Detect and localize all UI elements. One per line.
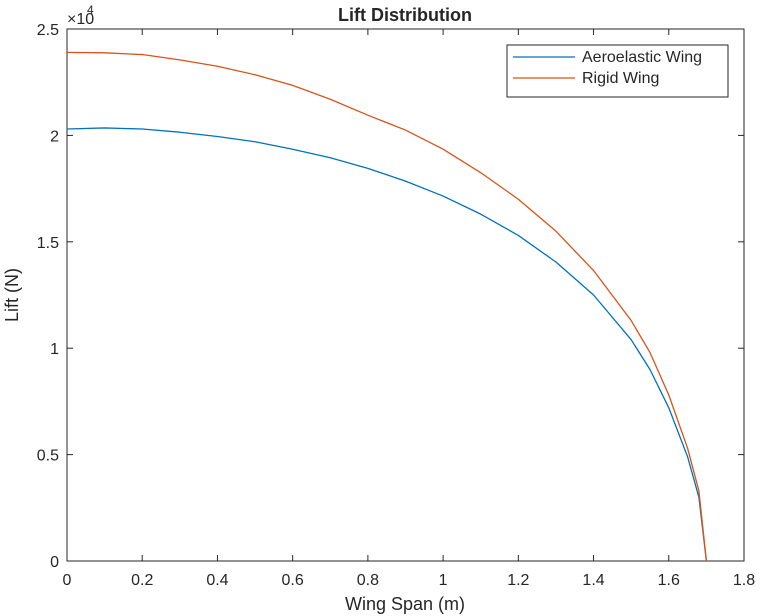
legend: Aeroelastic Wing Rigid Wing — [506, 44, 729, 98]
x-axis-label: Wing Span (m) — [345, 594, 465, 614]
y-tick-label: 0.5 — [37, 448, 59, 465]
x-tick-label: 1.4 — [582, 572, 604, 589]
x-axis-ticks: 0 0.2 0.4 0.6 0.8 1 1.2 1.4 1.6 1.8 — [63, 29, 755, 589]
x-tick-label: 1 — [439, 572, 448, 589]
y-exponent-power: 4 — [87, 3, 94, 17]
y-tick-label: 1 — [50, 341, 59, 358]
series-layer — [66, 51, 708, 562]
plot-area-frame — [66, 28, 745, 562]
svg-text:×10: ×10 — [67, 11, 94, 28]
x-tick-label: 1.6 — [658, 572, 680, 589]
legend-label-2: Rigid Wing — [582, 70, 659, 87]
x-tick-label: 0.8 — [357, 572, 379, 589]
y-exponent-base: ×10 — [67, 11, 94, 28]
x-tick-label: 0.2 — [131, 572, 153, 589]
x-tick-label: 0.6 — [282, 572, 304, 589]
legend-label-1: Aeroelastic Wing — [582, 49, 702, 66]
chart-title: Lift Distribution — [338, 5, 472, 25]
y-axis-ticks: 0 0.5 1 1.5 2 2.5 — [37, 22, 744, 571]
y-axis-label: Lift (N) — [2, 268, 22, 322]
x-tick-label: 0 — [63, 572, 72, 589]
series-line-2 — [66, 51, 708, 562]
x-tick-label: 1.2 — [507, 572, 529, 589]
legend-box — [506, 44, 729, 98]
series-line-1 — [66, 127, 708, 562]
y-tick-label: 0 — [50, 554, 59, 571]
y-axis-exponent: ×10 4 — [67, 3, 94, 28]
x-tick-label: 0.4 — [206, 572, 228, 589]
y-tick-label: 2 — [50, 128, 59, 145]
y-tick-label: 2.5 — [37, 22, 59, 39]
y-tick-label: 1.5 — [37, 235, 59, 252]
x-tick-label: 1.8 — [733, 572, 755, 589]
